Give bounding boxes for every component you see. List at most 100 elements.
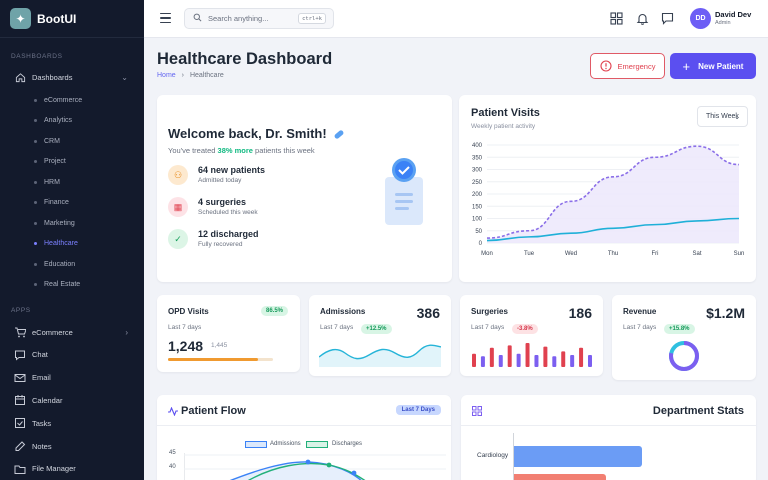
department-bar-secondary[interactable] <box>514 474 606 480</box>
bullet-icon <box>34 201 37 204</box>
legend-admissions-swatch <box>245 441 267 448</box>
chevron-down-icon: ⌄ <box>734 114 740 121</box>
department-stats-card: Department Stats Cardiology <box>461 395 756 480</box>
surgery-bar <box>588 355 592 367</box>
legend-discharges: Discharges <box>332 441 363 447</box>
sidebar-subitem-education[interactable]: Education <box>34 255 75 273</box>
series-line-1 <box>486 217 740 242</box>
sidebar-subitem-label: CRM <box>44 137 60 145</box>
new-patient-label: New Patient <box>698 61 744 71</box>
x-tick-label: Sun <box>734 251 745 257</box>
opd-badge: 86.5% <box>260 306 288 316</box>
revenue-card: Revenue $1.2M Last 7 days +15.8% <box>612 295 756 380</box>
revenue-period: Last 7 days <box>623 324 657 331</box>
patient-visits-card: Patient Visits Weekly patient activity T… <box>459 95 756 282</box>
period-select[interactable]: This Week ⌄ <box>697 106 748 127</box>
sidebar-item-chat[interactable]: Chat <box>0 345 144 365</box>
brand-logo-icon: ✦ <box>10 8 31 29</box>
bell-icon[interactable] <box>636 12 649 25</box>
sidebar-subitem-marketing[interactable]: Marketing <box>34 214 75 232</box>
sidebar-subitem-label: Project <box>44 158 66 165</box>
sidebar-subitem-label: Real Estate <box>44 281 81 288</box>
sidebar-item-calendar[interactable]: Calendar <box>0 390 144 410</box>
admissions-value: 386 <box>416 305 440 321</box>
sidebar-subitem-analytics[interactable]: Analytics <box>34 112 72 130</box>
revenue-donut <box>669 341 699 371</box>
calendar-icon: ▦ <box>168 197 188 217</box>
avatar[interactable]: DD <box>690 8 711 29</box>
chevron-right-icon: › <box>125 327 128 337</box>
department-label: Cardiology <box>477 452 509 459</box>
admissions-card: Admissions 386 Last 7 days +12.5% <box>309 295 451 376</box>
menu-toggle-icon[interactable] <box>160 13 171 24</box>
sidebar-subitem-label: Education <box>44 260 76 268</box>
chevron-down-icon: ⌄ <box>121 72 128 82</box>
welcome-stat-title: 64 new patients <box>198 165 266 175</box>
sidebar-subitem-hrm[interactable]: HRM <box>34 173 60 191</box>
opd-value: 1,248 <box>168 338 204 354</box>
revenue-title: Revenue <box>623 307 657 316</box>
welcome-stat-row: ✓ 12 discharged Fully recovered <box>168 227 368 251</box>
sidebar-item-notes[interactable]: Notes <box>0 436 144 456</box>
period-select-value: This Week <box>706 113 739 120</box>
x-tick-label: Fri <box>652 251 659 257</box>
sidebar-subitem-ecommerce[interactable]: eCommerce <box>34 91 82 109</box>
sidebar-subitem-label: eCommerce <box>44 96 83 104</box>
y-tick-label: 350 <box>472 155 483 161</box>
sidebar-item-label: File Manager <box>32 464 76 474</box>
breadcrumb-home[interactable]: Home <box>157 72 176 79</box>
home-icon <box>14 71 26 83</box>
bullet-icon <box>34 119 37 122</box>
patient-flow-title: Patient Flow <box>181 405 246 417</box>
sidebar-subitem-finance[interactable]: Finance <box>34 194 69 212</box>
search-shortcut: ctrl+k <box>298 13 326 24</box>
bullet-icon <box>34 180 37 184</box>
sidebar-subitem-healthcare[interactable]: Healthcare <box>34 235 78 253</box>
surgery-bar <box>579 347 584 367</box>
surgery-bar <box>543 346 548 367</box>
new-patient-button[interactable]: + New Patient <box>670 53 756 79</box>
clipboard-illustration-icon <box>385 158 423 225</box>
search-input[interactable]: Search anything... ctrl+k <box>184 8 334 29</box>
apps-grid-icon[interactable] <box>610 12 623 25</box>
welcome-stat-title: 12 discharged <box>198 229 259 239</box>
axis-line <box>513 433 514 480</box>
breadcrumb: Home › Healthcare <box>157 72 224 79</box>
sidebar-item-ecommerce[interactable]: eCommerce › <box>0 322 144 342</box>
welcome-stat-row: ⚇ 64 new patients Admitted today <box>168 163 368 187</box>
emergency-button[interactable]: Emergency <box>590 53 665 79</box>
alert-icon <box>599 60 612 72</box>
message-icon[interactable] <box>661 12 674 25</box>
sidebar-subitem-label: Marketing <box>44 219 75 227</box>
search-placeholder: Search anything... <box>208 14 269 23</box>
sidebar-subitem-label: Analytics <box>44 117 73 124</box>
sidebar-item-label: eCommerce <box>32 327 73 337</box>
folder-icon <box>14 463 26 475</box>
sidebar-item-tasks[interactable]: Tasks <box>0 413 144 433</box>
sidebar-item-file-manager[interactable]: File Manager <box>0 459 144 479</box>
bullet-icon <box>34 262 37 266</box>
sidebar-subitem-real-estate[interactable]: Real Estate <box>34 276 80 294</box>
surgery-bar <box>480 356 485 367</box>
welcome-card: Welcome back, Dr. Smith! You've treated … <box>157 95 452 282</box>
x-tick-label: Tue <box>524 251 535 257</box>
patient-visits-chart: 0 50 100 150 200 250 300 350 400 Mon Tue Wed Thu Fri S… <box>472 143 745 257</box>
welcome-stat-subtitle: Scheduled this week <box>198 209 258 216</box>
y-tick-label: 200 <box>472 192 483 198</box>
emergency-label: Emergency <box>617 61 656 71</box>
revenue-value: $1.2M <box>706 305 745 321</box>
sidebar-subitem-crm[interactable]: CRM <box>34 132 60 150</box>
surgeries-value: 186 <box>568 305 592 321</box>
welcome-stat-title: 4 surgeries <box>198 197 247 207</box>
admissions-sparkline <box>319 344 441 367</box>
brand[interactable]: ✦ BootUI <box>0 0 144 38</box>
page-title: Healthcare Dashboard <box>157 50 333 68</box>
chat-icon <box>14 349 26 361</box>
sidebar-item-email[interactable]: Email <box>0 368 144 388</box>
activity-icon <box>168 407 178 416</box>
sidebar-item-dashboards[interactable]: Dashboards ⌄ <box>0 67 144 87</box>
sidebar-subitem-project[interactable]: Project <box>34 153 66 171</box>
divider <box>157 425 451 426</box>
y-tick: 40 <box>169 464 176 470</box>
department-bar-cardiology[interactable] <box>514 446 642 467</box>
